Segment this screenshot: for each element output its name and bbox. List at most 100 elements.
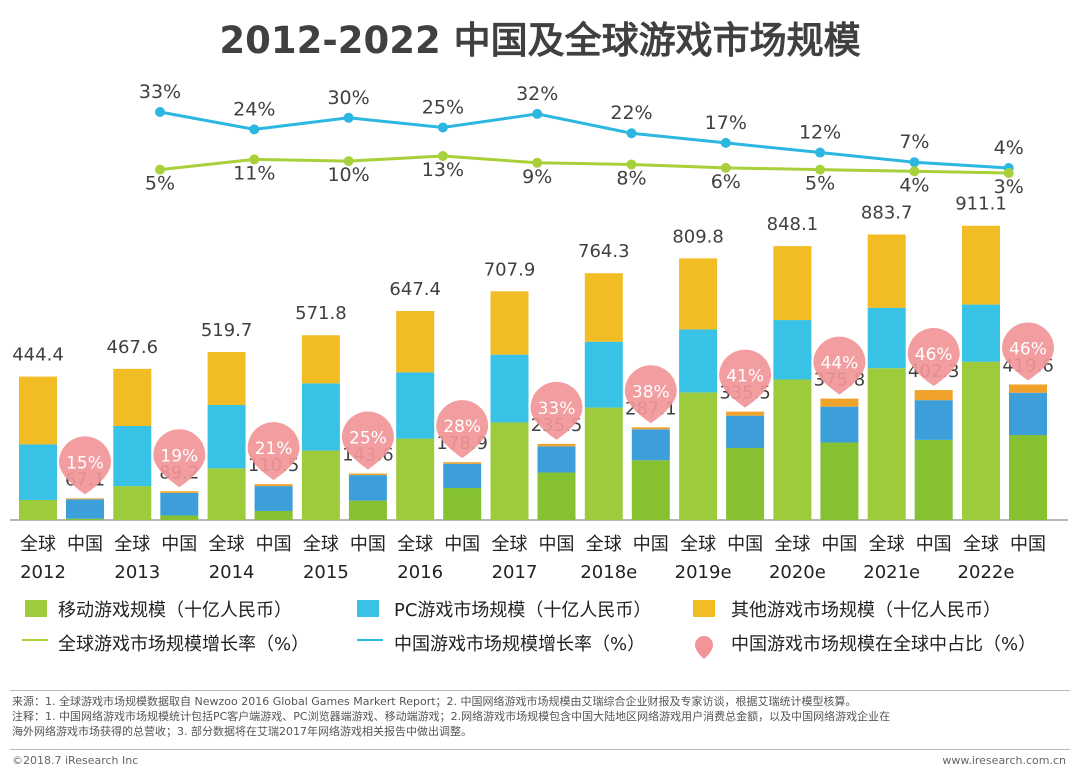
china-other-bar — [66, 498, 104, 500]
china-bar-label: 中国 — [350, 534, 386, 555]
china-pc-bar — [348, 475, 387, 501]
category-label: 全球 中国 2021e — [863, 534, 951, 583]
share-pin-marker — [59, 436, 111, 495]
global-growth-label: 11% — [233, 162, 275, 184]
china-growth-label: 24% — [233, 98, 275, 120]
global-growth-point — [815, 164, 826, 175]
global-growth-label: 3% — [994, 176, 1024, 198]
global-growth-point — [343, 156, 354, 167]
global-bar-label: 全球 — [397, 534, 433, 555]
share-pin-label: 33% — [538, 399, 576, 419]
global-mobile-bar — [113, 486, 152, 520]
china-growth-label: 17% — [705, 112, 747, 134]
global-mobile-bar — [867, 368, 906, 520]
year-label: 2012 — [20, 562, 66, 583]
global-bar-label: 全球 — [492, 534, 528, 555]
global-bar-label: 全球 — [20, 534, 56, 555]
year-label: 2017 — [492, 562, 538, 583]
year-label: 2019e — [675, 562, 732, 583]
china-bar-label: 中国 — [444, 534, 480, 555]
source-note: 来源：1. 全球游戏市场规模数据取自 Newzoo 2016 Global Ga… — [12, 695, 857, 708]
china-mobile-bar — [66, 518, 104, 520]
china-share-pin: 38% — [624, 365, 677, 424]
global-growth-label: 9% — [522, 166, 552, 188]
global-total-label: 571.8 — [295, 303, 347, 324]
global-other-bar — [113, 368, 152, 427]
china-share-pin: 21% — [247, 422, 300, 481]
china-pc-bar — [631, 429, 670, 461]
china-growth-point — [343, 112, 354, 123]
china-growth-point — [626, 128, 637, 139]
china-bar-label: 中国 — [67, 534, 103, 555]
global-total-label: 883.7 — [861, 202, 913, 223]
china-pc-bar — [160, 492, 199, 516]
website-text: www.iresearch.com.cn — [942, 754, 1066, 767]
china-mobile-bar — [160, 515, 199, 520]
china-mobile-bar — [443, 488, 482, 520]
global-growth-label: 13% — [422, 159, 464, 181]
share-pin-label: 21% — [255, 439, 293, 459]
china-growth-point — [720, 137, 731, 148]
chart-title: 2012-2022 中国及全球游戏市场规模 — [219, 19, 860, 62]
china-share-pin: 46% — [907, 328, 960, 387]
china-bar-label: 中国 — [916, 534, 952, 555]
global-other-bar — [490, 291, 529, 355]
legend-global-growth-label: 全球游戏市场规模增长率（%） — [58, 634, 309, 655]
global-other-bar — [962, 225, 1000, 305]
game-market-chart: 2012-2022 中国及全球游戏市场规模 33% 24% 30% 25% 32% 22%… — [10, 19, 1068, 659]
china-bar-label: 中国 — [539, 534, 575, 555]
global-pc-bar — [396, 372, 435, 439]
global-bar-label: 全球 — [586, 534, 622, 555]
share-pin-marker — [907, 328, 960, 387]
china-growth-label: 7% — [899, 131, 929, 153]
category-label: 全球 中国 2019e — [675, 534, 763, 583]
bar-groups: 444.467.115%全球中国2012467.689.219%全球中国2013… — [12, 194, 1054, 583]
china-growth-point — [437, 122, 448, 133]
legend-china-growth-label: 中国游戏市场规模增长率（%） — [394, 634, 645, 655]
global-mobile-bar — [301, 450, 340, 520]
category-label: 全球 中国 2020e — [769, 534, 857, 583]
global-growth-label: 8% — [616, 168, 646, 190]
china-growth-label: 33% — [139, 81, 181, 103]
legend: 移动游戏规模（十亿人民币） PC游戏市场规模（十亿人民币） 其他游戏市场规模（十亿人… — [22, 600, 1036, 659]
china-share-pin: 15% — [59, 436, 111, 495]
growth-lines: 33% 24% 30% 25% 32% 22% 17% 12% 7% 4% 5% 11% 10% 13% 9… — [139, 81, 1024, 198]
global-growth-point — [720, 162, 731, 173]
global-pc-bar — [19, 444, 57, 500]
china-mobile-bar — [1009, 435, 1047, 520]
year-label: 2013 — [114, 562, 160, 583]
china-growth-label: 4% — [994, 137, 1024, 159]
global-pc-bar — [773, 320, 812, 380]
global-growth-point — [532, 157, 543, 168]
china-pc-bar — [726, 415, 765, 448]
year-label: 2016 — [397, 562, 443, 583]
global-mobile-bar — [773, 379, 812, 520]
china-other-bar — [914, 390, 953, 401]
global-pc-bar — [962, 304, 1000, 362]
china-other-bar — [537, 443, 576, 447]
share-pin-label: 25% — [349, 428, 387, 448]
china-other-bar — [254, 484, 293, 487]
global-total-label: 707.9 — [484, 259, 536, 280]
copyright-text: ©2018.7 iResearch Inc — [12, 754, 139, 767]
share-pin-marker — [341, 411, 394, 470]
legend-other-label: 其他游戏市场规模（十亿人民币） — [731, 600, 1001, 621]
china-share-pin: 25% — [341, 411, 394, 470]
global-growth-point — [909, 166, 920, 177]
china-share-pin: 33% — [530, 381, 583, 440]
china-share-pin: 41% — [719, 349, 772, 408]
share-pin-marker — [530, 381, 583, 440]
china-mobile-bar — [348, 500, 387, 520]
global-other-bar — [396, 311, 435, 373]
year-label: 2022e — [958, 562, 1015, 583]
china-growth-label: 22% — [610, 102, 652, 124]
